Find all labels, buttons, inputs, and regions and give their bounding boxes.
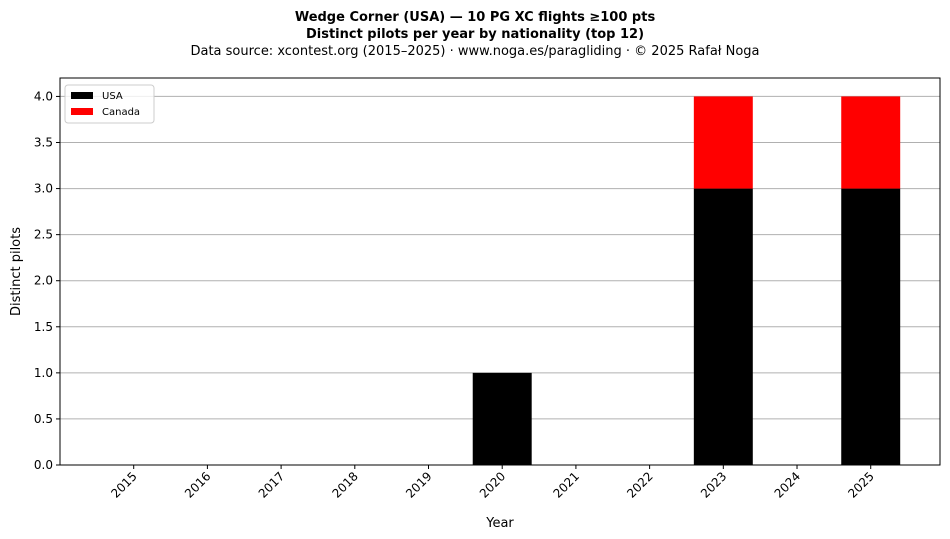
chart-source-note: Data source: xcontest.org (2015–2025) · … [190,44,760,59]
x-tick-label: 2018 [329,469,360,500]
x-tick-label: 2019 [403,469,434,500]
bar-canada-2025 [841,96,901,189]
x-tick-label: 2017 [256,469,287,500]
x-tick-label: 2025 [845,469,876,500]
y-tick-label: 0.5 [34,412,53,426]
chart-subtitle: Distinct pilots per year by nationality … [305,27,645,42]
y-tick-label: 2.0 [34,274,53,288]
bar-usa-2023 [693,188,753,466]
y-tick-label: 1.5 [34,320,53,334]
y-tick-label: 1.0 [34,366,53,380]
legend-swatch-canada [71,108,93,115]
chart-titles: Wedge Corner (USA) — 10 PG XC flights ≥1… [0,9,950,60]
y-axis-label: Distinct pilots [9,227,24,316]
y-tick-label: 3.0 [34,182,53,196]
x-axis-label: Year [485,516,514,531]
bar-usa-2025 [841,188,901,466]
legend-label-canada: Canada [102,107,140,118]
legend-swatch-usa [71,92,93,99]
y-tick-label: 2.5 [34,228,53,242]
y-tick-label: 0.0 [34,458,53,472]
x-tick-label: 2021 [551,469,582,500]
x-tick-label: 2016 [182,469,213,500]
x-tick-label: 2015 [108,469,139,500]
plot-frame [59,77,941,466]
x-tick-label: 2023 [698,469,729,500]
x-tick-label: 2024 [772,469,803,500]
x-tick-label: 2022 [624,469,655,500]
bar-canada-2023 [693,96,753,189]
x-tick-label: 2020 [477,469,508,500]
y-tick-label: 4.0 [34,89,53,103]
y-tick-label: 3.5 [34,136,53,150]
chart-title: Wedge Corner (USA) — 10 PG XC flights ≥1… [294,10,656,25]
bar-usa-2020 [472,372,532,465]
legend-label-usa: USA [102,91,123,102]
